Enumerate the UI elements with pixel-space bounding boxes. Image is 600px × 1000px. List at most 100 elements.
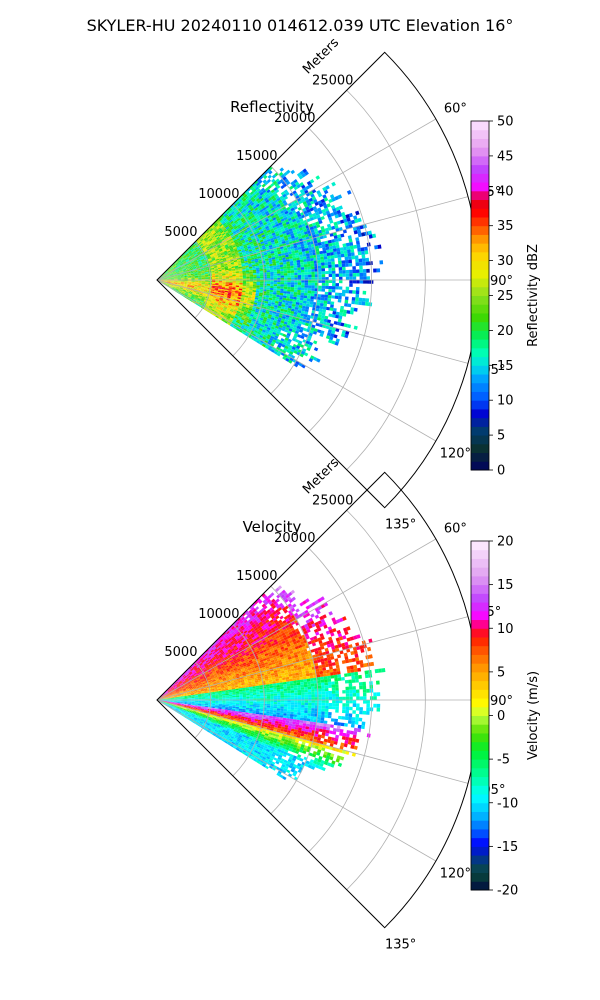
field-cell bbox=[261, 343, 266, 348]
field-cell bbox=[271, 232, 276, 236]
field-cell bbox=[330, 301, 335, 305]
field-cell bbox=[202, 255, 207, 258]
field-cell bbox=[290, 284, 295, 288]
field-cell bbox=[176, 684, 181, 687]
field-cell bbox=[243, 215, 248, 219]
field-cell bbox=[240, 212, 245, 216]
field-cell bbox=[220, 265, 225, 268]
field-cell bbox=[228, 302, 233, 305]
field-cell bbox=[184, 683, 188, 686]
field-cell bbox=[320, 241, 325, 246]
field-cell bbox=[177, 277, 181, 279]
field-cell bbox=[168, 690, 172, 693]
field-cell bbox=[194, 253, 198, 256]
field-cell bbox=[288, 253, 293, 257]
field-cell bbox=[224, 237, 229, 241]
field-cell bbox=[222, 233, 227, 237]
field-cell bbox=[347, 235, 352, 240]
field-cell bbox=[324, 265, 329, 269]
field-cell bbox=[258, 195, 263, 200]
field-cell bbox=[230, 308, 234, 311]
field-cell bbox=[265, 227, 270, 232]
field-cell bbox=[243, 648, 248, 652]
field-cell bbox=[163, 276, 167, 278]
field-cell bbox=[255, 230, 260, 234]
field-cell bbox=[202, 655, 206, 659]
field-cell bbox=[218, 257, 223, 260]
field-cell bbox=[293, 223, 299, 228]
field-cell bbox=[261, 603, 266, 608]
field-cell bbox=[198, 666, 202, 670]
field-cell bbox=[226, 261, 231, 264]
field-cell bbox=[170, 277, 174, 278]
field-cell bbox=[271, 324, 276, 328]
field-cell bbox=[221, 658, 225, 662]
field-cell bbox=[211, 284, 216, 287]
field-cell bbox=[280, 630, 285, 634]
field-cell bbox=[175, 681, 179, 685]
field-cell bbox=[246, 312, 251, 316]
field-cell bbox=[175, 269, 179, 272]
field-cell bbox=[235, 253, 240, 256]
field-cell bbox=[215, 276, 219, 278]
field-cell bbox=[238, 252, 243, 255]
field-cell bbox=[283, 171, 288, 177]
field-cell bbox=[282, 214, 287, 219]
field-cell bbox=[258, 214, 263, 219]
field-cell bbox=[184, 278, 188, 280]
field-cell bbox=[345, 330, 350, 335]
field-cell bbox=[356, 229, 362, 234]
field-cell bbox=[270, 326, 275, 330]
field-cell bbox=[173, 272, 177, 275]
field-cell bbox=[271, 635, 276, 639]
field-cell bbox=[194, 262, 199, 265]
field-cell bbox=[274, 335, 279, 339]
field-cell bbox=[338, 286, 343, 290]
field-cell bbox=[177, 283, 181, 285]
field-cell bbox=[232, 283, 236, 286]
field-cell bbox=[235, 229, 240, 233]
field-cell bbox=[263, 231, 268, 235]
field-cell bbox=[265, 338, 270, 342]
field-cell bbox=[203, 242, 208, 246]
field-cell bbox=[210, 290, 215, 293]
field-cell bbox=[258, 634, 263, 639]
field-cell bbox=[173, 273, 177, 276]
field-cell bbox=[297, 309, 302, 314]
field-cell bbox=[279, 332, 284, 336]
field-cell bbox=[258, 336, 263, 341]
field-cell bbox=[178, 267, 182, 270]
field-cell bbox=[208, 276, 212, 278]
field-cell bbox=[253, 338, 258, 342]
field-cell bbox=[294, 181, 300, 186]
field-cell bbox=[192, 292, 196, 295]
field-cell bbox=[251, 262, 256, 265]
field-cell bbox=[268, 332, 273, 336]
field-cell bbox=[167, 278, 171, 280]
field-cell bbox=[211, 270, 215, 273]
field-cell bbox=[234, 210, 239, 214]
field-cell bbox=[295, 217, 300, 221]
field-cell bbox=[351, 255, 356, 260]
field-cell bbox=[256, 254, 261, 257]
field-cell bbox=[267, 594, 272, 599]
field-cell bbox=[289, 605, 294, 610]
field-cell bbox=[285, 256, 290, 260]
field-cell bbox=[173, 285, 177, 287]
field-cell bbox=[244, 263, 249, 267]
field-cell bbox=[214, 291, 218, 293]
field-cell bbox=[204, 299, 208, 302]
field-cell bbox=[317, 229, 323, 234]
field-cell bbox=[345, 289, 350, 294]
field-cell bbox=[279, 340, 284, 344]
field-cell bbox=[341, 263, 346, 268]
field-cell bbox=[182, 289, 186, 292]
field-cell bbox=[197, 304, 202, 308]
field-cell bbox=[279, 260, 283, 263]
field-cell bbox=[181, 685, 185, 688]
field-cell bbox=[262, 336, 267, 340]
field-cell bbox=[271, 315, 276, 319]
field-cell bbox=[220, 656, 224, 660]
field-cell bbox=[210, 301, 215, 305]
field-cell bbox=[200, 250, 205, 254]
